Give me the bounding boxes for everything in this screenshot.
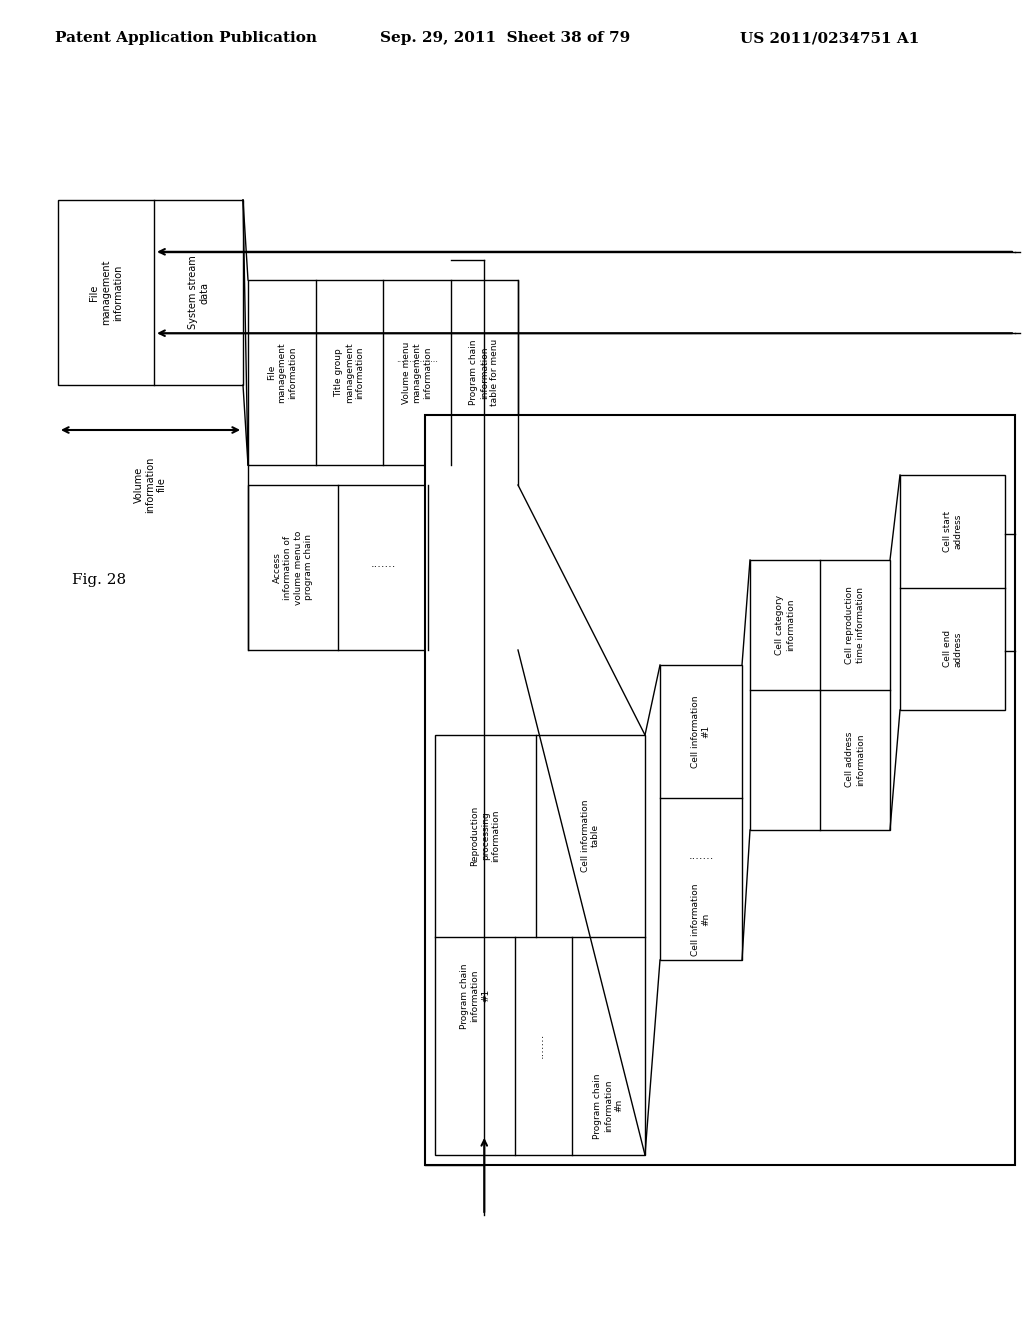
Text: Fig. 28: Fig. 28 (72, 573, 126, 587)
Bar (248, 484, 518, 649)
Text: Reproduction
processing
information: Reproduction processing information (470, 805, 501, 866)
Text: ·······: ······· (688, 854, 714, 863)
Text: Volume menu
management
information: Volume menu management information (401, 342, 432, 404)
Text: Volume
information
file: Volume information file (134, 457, 167, 513)
Bar (58, 201, 243, 385)
Text: Cell information
#n: Cell information #n (691, 883, 711, 956)
Text: ················: ················ (395, 358, 437, 367)
Text: File
management
information: File management information (89, 260, 123, 325)
Bar (750, 560, 890, 830)
Text: System stream
data: System stream data (187, 256, 209, 330)
Text: Patent Application Publication: Patent Application Publication (55, 30, 317, 45)
Text: US 2011/0234751 A1: US 2011/0234751 A1 (740, 30, 920, 45)
Bar (425, 414, 1015, 1166)
Text: Cell category
information: Cell category information (775, 595, 795, 655)
Text: Sep. 29, 2011  Sheet 38 of 79: Sep. 29, 2011 Sheet 38 of 79 (380, 30, 630, 45)
Text: Access
information of
volume menu to
program chain: Access information of volume menu to pro… (273, 531, 313, 605)
Text: ·······: ······· (371, 562, 395, 573)
Text: File
management
information: File management information (267, 342, 297, 403)
Bar (900, 475, 1005, 710)
Text: Cell end
address: Cell end address (943, 631, 963, 668)
Text: Program chain
information
#1: Program chain information #1 (460, 964, 489, 1028)
Text: Title group
management
information: Title group management information (335, 342, 365, 403)
Text: ·······: ······· (539, 1034, 548, 1059)
Text: Program chain
information
table for menu: Program chain information table for menu (469, 339, 499, 407)
Text: Cell address
information: Cell address information (845, 733, 864, 788)
Bar (660, 665, 742, 960)
Bar (435, 735, 645, 1155)
Text: Cell information
#1: Cell information #1 (691, 696, 711, 768)
Text: Cell reproduction
time information: Cell reproduction time information (845, 586, 864, 664)
Bar (248, 280, 518, 465)
Text: Program chain
information
#n: Program chain information #n (593, 1073, 624, 1139)
Text: Cell information
table: Cell information table (581, 800, 600, 873)
Text: Cell start
address: Cell start address (943, 511, 963, 552)
